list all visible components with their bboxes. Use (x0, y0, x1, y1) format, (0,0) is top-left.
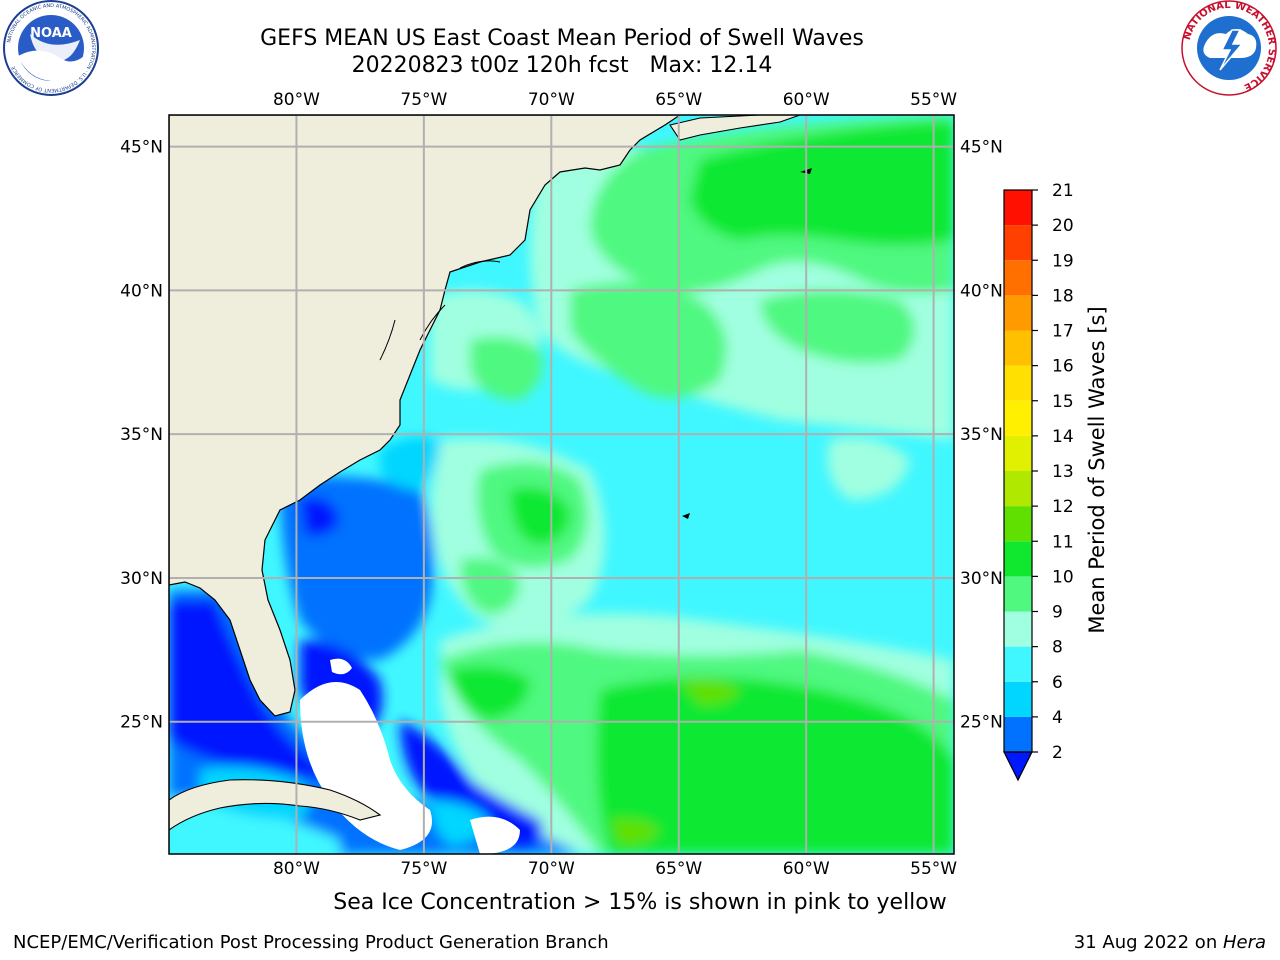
colorbar-segment (1004, 435, 1032, 471)
lat-label-left: 40°N (120, 281, 163, 301)
lon-label-top: 65°W (655, 90, 702, 110)
lon-label-bottom: 60°W (783, 859, 830, 879)
colorbar-segment (1004, 576, 1032, 612)
lon-label-bottom: 80°W (273, 859, 320, 879)
colorbar: 2 4 6 8 9 10 11 12 13 14 15 16 17 18 19 20 21 (1003, 181, 1074, 782)
lon-label-bottom: 55°W (910, 859, 957, 879)
colorbar-tick-label: 10 (1052, 567, 1074, 587)
colorbar-tick-label: 8 (1052, 638, 1063, 658)
lat-label-right: 30°N (960, 569, 1003, 589)
credit-host: Hera (1222, 932, 1266, 953)
colorbar-segment (1004, 260, 1032, 296)
colorbar-segment (1004, 471, 1032, 507)
colorbar-segment (1004, 400, 1032, 436)
colorbar-segment (1004, 611, 1032, 647)
colorbar-segment (1004, 541, 1032, 577)
lon-label-bottom: 75°W (400, 859, 447, 879)
lon-label-top: 60°W (783, 90, 830, 110)
lon-label-bottom: 70°W (528, 859, 575, 879)
lon-label-top: 70°W (528, 90, 575, 110)
colorbar-segment (1004, 295, 1032, 331)
colorbar-tick-label: 9 (1052, 603, 1063, 623)
colorbar-tick-label: 21 (1052, 181, 1074, 201)
chart-title: GEFS MEAN US East Coast Mean Period of S… (260, 26, 864, 51)
lat-label-left: 35°N (120, 425, 163, 445)
lon-label-bottom: 65°W (655, 859, 702, 879)
colorbar-segment (1004, 225, 1032, 261)
colorbar-segment (1004, 330, 1032, 366)
colorbar-tick-label: 11 (1052, 532, 1074, 552)
colorbar-segment (1004, 190, 1032, 226)
nws-logo-icon: NATIONAL WEATHER SERVICE (1181, 0, 1277, 96)
colorbar-tick-label: 17 (1052, 322, 1074, 342)
lon-label-top: 75°W (400, 90, 447, 110)
lat-label-right: 25°N (960, 713, 1003, 733)
credit-right: 31 Aug 2022 on Hera (1074, 932, 1266, 953)
map-frame (168, 114, 955, 855)
colorbar-segment (1004, 365, 1032, 401)
lon-label-top: 55°W (910, 90, 957, 110)
colorbar-tick-label: 16 (1052, 357, 1074, 377)
lat-label-right: 45°N (960, 138, 1003, 158)
colorbar-tick-label: 13 (1052, 462, 1074, 482)
credit-left: NCEP/EMC/Verification Post Processing Pr… (13, 932, 609, 953)
lat-label-left: 30°N (120, 569, 163, 589)
footnote: Sea Ice Concentration > 15% is shown in … (333, 890, 947, 915)
noaa-logo-text: NOAA (30, 26, 72, 41)
colorbar-tick-label: 2 (1052, 743, 1063, 763)
lat-label-left: 25°N (120, 713, 163, 733)
colorbar-segment (1004, 681, 1032, 717)
chart-subtitle: 20220823 t00z 120h fcst Max: 12.14 (351, 53, 773, 78)
colorbar-tick-label: 4 (1052, 708, 1063, 728)
colorbar-tick-label: 18 (1052, 286, 1074, 306)
map-field (169, 115, 954, 854)
colorbar-segment (1004, 716, 1032, 752)
map-gridlines (169, 115, 954, 854)
colorbar-tick-label: 19 (1052, 251, 1074, 271)
colorbar-segment (1004, 646, 1032, 682)
colorbar-tick-label: 6 (1052, 673, 1063, 693)
colorbar-tick-label: 20 (1052, 216, 1074, 236)
colorbar-tick-label: 15 (1052, 392, 1074, 412)
colorbar-under-arrow (1003, 751, 1033, 782)
colorbar-tick-label: 14 (1052, 427, 1074, 447)
map-tick-labels: 80°W 80°W 75°W 75°W 70°W 70°W 65°W 65°W 60°W 60°W… (120, 90, 1003, 879)
lat-label-left: 45°N (120, 138, 163, 158)
credit-date: 31 Aug 2022 on (1073, 932, 1223, 953)
colorbar-segment (1004, 506, 1032, 542)
noaa-logo-icon: NOAA NATIONAL OCEANIC AND ATMOSPHERIC AD… (3, 0, 99, 96)
lat-label-right: 40°N (960, 281, 1003, 301)
lon-label-top: 80°W (273, 90, 320, 110)
lat-label-right: 35°N (960, 425, 1003, 445)
colorbar-tick-label: 12 (1052, 497, 1074, 517)
